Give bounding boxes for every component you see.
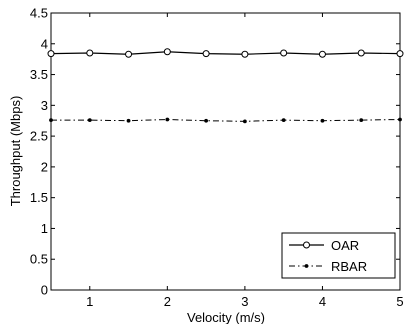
x-tick-label: 1 (86, 294, 93, 309)
legend-label-oar: OAR (331, 238, 359, 253)
data-point-rbar (242, 119, 247, 124)
data-point-rbar (49, 118, 53, 123)
x-tick-label: 4 (319, 294, 326, 309)
legend-label-rbar: RBAR (331, 259, 367, 274)
x-tick-label: 5 (396, 294, 403, 309)
y-tick-label: 0.5 (30, 252, 48, 267)
data-point-rbar (281, 118, 286, 123)
data-point-oar (318, 50, 326, 58)
data-point-rbar (165, 117, 170, 122)
y-tick-label: 1 (41, 221, 48, 236)
series-layer (47, 48, 404, 124)
x-axis: 1 2 3 4 5 (86, 13, 404, 309)
y-tick-label: 4 (41, 36, 48, 51)
data-point-oar (357, 49, 365, 57)
y-tick-label: 4.5 (30, 6, 48, 21)
series-line-oar (50, 51, 401, 55)
y-tick-label: 0 (41, 283, 48, 298)
data-point-oar (163, 48, 171, 56)
x-axis-title: Velocity (m/s) (187, 310, 265, 324)
data-point-oar (280, 49, 288, 57)
data-point-rbar (204, 118, 209, 123)
data-point-oar (241, 50, 249, 58)
data-point-oar (125, 50, 133, 58)
legend: OAR RBAR (281, 232, 396, 279)
y-axis-title: Throughput (Mbps) (8, 96, 23, 207)
series-line-rbar (51, 118, 401, 122)
x-tick-label: 2 (164, 294, 171, 309)
y-tick-label: 3.5 (30, 67, 48, 82)
legend-marker-oar (303, 241, 310, 249)
data-point-oar (396, 50, 404, 58)
y-tick-label: 3 (41, 98, 48, 113)
data-point-oar (47, 50, 55, 58)
data-point-oar (86, 49, 94, 57)
data-point-rbar (87, 118, 92, 123)
data-point-rbar (320, 118, 325, 123)
y-tick-label: 1.5 (30, 190, 48, 205)
y-tick-label: 2 (41, 159, 48, 174)
data-point-rbar (359, 118, 364, 123)
legend-marker-rbar (304, 264, 309, 268)
data-point-oar (202, 50, 210, 58)
y-axis: 0 0.5 1 1.5 2 2.5 3 3.5 4 4.5 (30, 6, 400, 298)
x-tick-label: 3 (241, 294, 248, 309)
data-point-rbar (126, 118, 131, 123)
data-point-rbar (398, 117, 402, 122)
y-tick-label: 2.5 (30, 129, 48, 144)
legend-box (281, 232, 396, 279)
